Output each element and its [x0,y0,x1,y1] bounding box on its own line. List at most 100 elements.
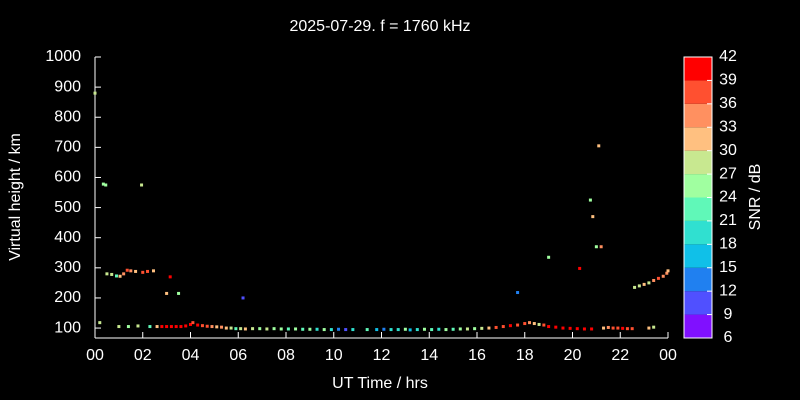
point [177,291,181,295]
point [408,328,412,332]
point [637,284,641,288]
point [114,274,118,278]
point [437,327,441,331]
y-tick-label: 400 [54,229,81,246]
point [415,328,419,332]
colorbar-tick-label: 42 [719,48,737,65]
point [308,327,312,331]
point [210,325,214,329]
chart-title: 2025-07-29. f = 1760 kHz [289,18,470,35]
point [265,327,269,331]
point [480,326,484,330]
point [165,325,169,329]
point [537,322,541,326]
point [647,326,651,330]
point [611,326,615,330]
point [239,327,243,331]
point [101,182,105,186]
x-tick-label: 04 [182,347,200,364]
point [279,327,283,331]
colorbar-band [684,80,712,104]
colorbar-band [684,314,712,338]
point [205,324,209,328]
point [224,326,228,330]
point [578,266,582,270]
colorbar-band [684,57,712,81]
point [568,326,572,330]
point [528,321,532,325]
point [602,326,606,330]
colorbar-tick-label: 24 [719,189,737,206]
colorbar-band [684,220,712,245]
point [191,321,195,325]
point [382,327,386,331]
point [396,328,400,332]
point [286,327,290,331]
point [98,321,102,325]
x-axis-label: UT Time / hrs [332,375,428,392]
y-tick-label: 700 [54,139,81,156]
point [93,91,97,95]
colorbar-label: SNR / dB [747,164,764,231]
point [621,326,625,330]
point [606,325,610,329]
point [661,274,665,278]
point [542,323,546,327]
point [591,215,595,219]
point [532,322,536,326]
point [375,328,379,332]
x-tick-label: 16 [468,347,486,364]
point [444,328,448,332]
point [272,327,276,331]
y-tick-label: 800 [54,108,81,125]
point [508,324,512,328]
point [597,144,601,148]
point [465,327,469,331]
point [184,324,188,328]
point [582,327,586,331]
point [554,325,558,329]
point [633,285,637,289]
point [647,281,651,285]
y-tick-label: 100 [54,319,81,336]
point [229,326,233,330]
point [630,327,634,331]
colorbar-tick-label: 6 [724,329,733,346]
y-tick-label: 900 [54,78,81,95]
y-tick-label: 600 [54,169,81,186]
point [351,328,355,332]
x-tick-label: 08 [277,347,295,364]
point [196,323,200,327]
colorbar-band [684,127,712,151]
y-tick-label: 500 [54,199,81,216]
point [642,282,646,286]
colorbar-tick-label: 21 [719,212,737,229]
point [251,327,255,331]
x-tick-label: 18 [516,347,534,364]
point [160,325,164,329]
point [594,245,598,249]
colorbar-band [684,174,712,198]
point [329,328,333,332]
point [174,325,178,329]
point [301,327,305,331]
point [625,327,629,331]
point [200,324,204,328]
point [588,198,592,202]
point [547,325,551,329]
x-tick-label: 06 [229,347,247,364]
point [125,268,129,272]
point [337,327,341,331]
x-tick-label: 10 [325,347,343,364]
point [315,327,319,331]
point [656,276,660,280]
point [220,325,224,329]
point [523,322,527,326]
point [215,325,219,329]
colorbar-tick-label: 9 [724,306,733,323]
point [241,296,245,300]
point [151,269,155,273]
colorbar-tick-label: 18 [719,236,737,253]
colorbar-tick-label: 39 [719,72,737,89]
